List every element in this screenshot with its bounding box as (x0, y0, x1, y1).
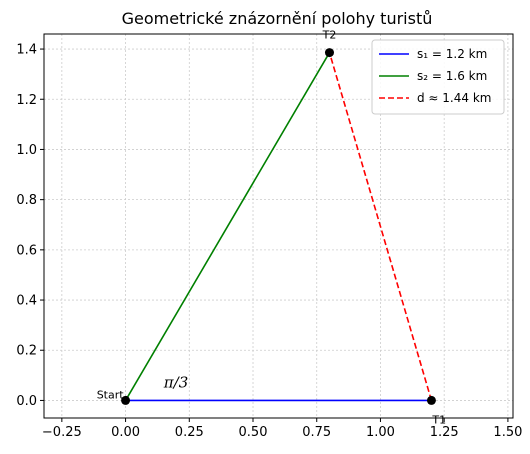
x-tick-label: 0.25 (175, 425, 204, 440)
x-tick-label: 0.50 (239, 425, 268, 440)
legend-label: s₁ = 1.2 km (417, 47, 487, 61)
legend-label: s₂ = 1.6 km (417, 69, 487, 83)
plot-frame (43, 33, 514, 419)
legend-label: d ≈ 1.44 km (417, 91, 491, 105)
point-label: Start (97, 388, 125, 401)
annotations: π/3 (163, 373, 188, 391)
series-line-d (328, 52, 433, 401)
y-axis: 0.0 0.2 0.4 0.6 0.8 1.0 1.2 1.4 (16, 43, 44, 409)
y-tick-label: 1.0 (16, 143, 37, 158)
y-tick-label: 1.4 (16, 43, 37, 58)
point-label: T1 (431, 413, 446, 426)
x-tick-label: 0.75 (302, 425, 331, 440)
x-tick-label: 1.00 (366, 425, 395, 440)
y-tick-label: 0.4 (16, 294, 37, 309)
y-tick-label: 0.2 (16, 344, 37, 359)
x-tick-label: −0.25 (42, 425, 82, 440)
legend-box (371, 39, 505, 115)
y-tick-label: 0.8 (16, 193, 37, 208)
data-points: Start T1 T2 (97, 29, 446, 427)
point-label: T2 (322, 29, 337, 42)
point-marker (121, 395, 131, 405)
y-tick-label: 0.6 (16, 243, 37, 258)
series-line-s2 (124, 52, 331, 401)
x-tick-label: 1.50 (493, 425, 522, 440)
chart-title: Geometrické znázornění polohy turistů (122, 9, 433, 28)
y-tick-label: 0.0 (16, 394, 37, 409)
point-marker (426, 395, 436, 405)
series-lines (124, 52, 433, 402)
legend: s₁ = 1.2 km s₂ = 1.6 km d ≈ 1.44 km (371, 39, 505, 115)
x-axis: −0.25 0.00 0.25 0.50 0.75 1.00 1.25 1.50 (42, 418, 522, 440)
y-tick-label: 1.2 (16, 93, 37, 108)
point-marker (324, 48, 334, 58)
angle-annotation: π/3 (163, 373, 188, 391)
x-tick-label: 0.00 (111, 425, 140, 440)
x-tick-label: 1.25 (430, 425, 459, 440)
